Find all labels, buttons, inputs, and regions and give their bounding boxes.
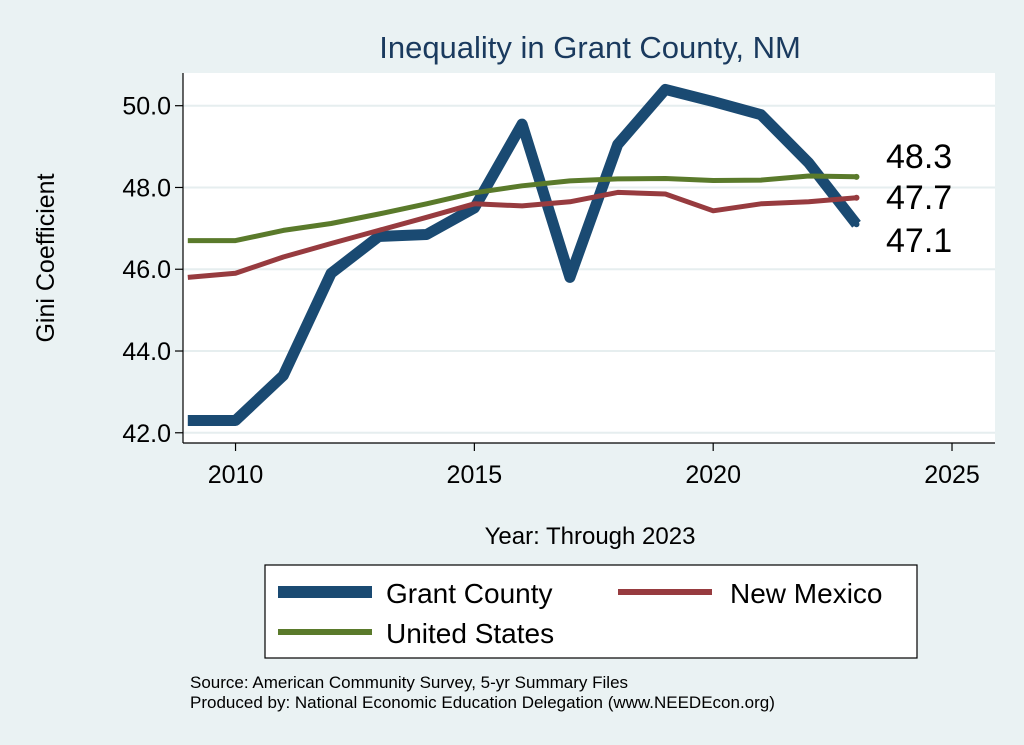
y-tick-label: 46.0 — [122, 256, 171, 284]
producer-note: Produced by: National Economic Education… — [190, 693, 775, 712]
x-tick-label: 2025 — [924, 461, 980, 489]
series-line-grant-county — [187, 83, 861, 426]
end-label-new-mexico: 47.7 — [886, 179, 952, 217]
end-label-grant-county: 47.1 — [886, 222, 952, 260]
y-axis-ticks: 42.0 44.0 46.0 48.0 50.0 — [122, 93, 183, 448]
x-tick-label: 2020 — [685, 461, 741, 489]
end-labels: 47.1 47.748.3 — [853, 138, 952, 260]
series-lines — [187, 83, 861, 426]
y-tick-label: 50.0 — [122, 93, 171, 121]
end-point-grant-county — [853, 221, 860, 228]
plot-area — [183, 73, 995, 443]
gridlines — [183, 104, 995, 434]
series-line-new-mexico — [187, 189, 857, 280]
end-label-united-states: 48.3 — [886, 138, 952, 176]
chart-title: Inequality in Grant County, NM — [379, 30, 801, 65]
legend-label-united-states: United States — [386, 618, 554, 649]
series-line-united-states — [187, 173, 857, 244]
legend-label-grant-county: Grant County — [386, 578, 553, 609]
end-point-united-states — [853, 173, 860, 180]
y-axis-label: Gini Coefficient — [32, 173, 60, 342]
x-axis-ticks: 2010 2015 2020 2025 — [208, 443, 980, 489]
legend-box — [264, 564, 918, 659]
source-note: Source: American Community Survey, 5-yr … — [190, 673, 628, 692]
legend: Grant County New Mexico United States — [264, 564, 918, 659]
x-axis-label: Year: Through 2023 — [485, 523, 696, 550]
y-tick-label: 44.0 — [122, 338, 171, 366]
end-point-new-mexico — [853, 194, 860, 201]
x-tick-label: 2010 — [208, 461, 264, 489]
legend-label-new-mexico: New Mexico — [730, 578, 882, 609]
x-tick-label: 2015 — [447, 461, 503, 489]
y-tick-label: 42.0 — [122, 420, 171, 448]
y-tick-label: 48.0 — [122, 174, 171, 202]
